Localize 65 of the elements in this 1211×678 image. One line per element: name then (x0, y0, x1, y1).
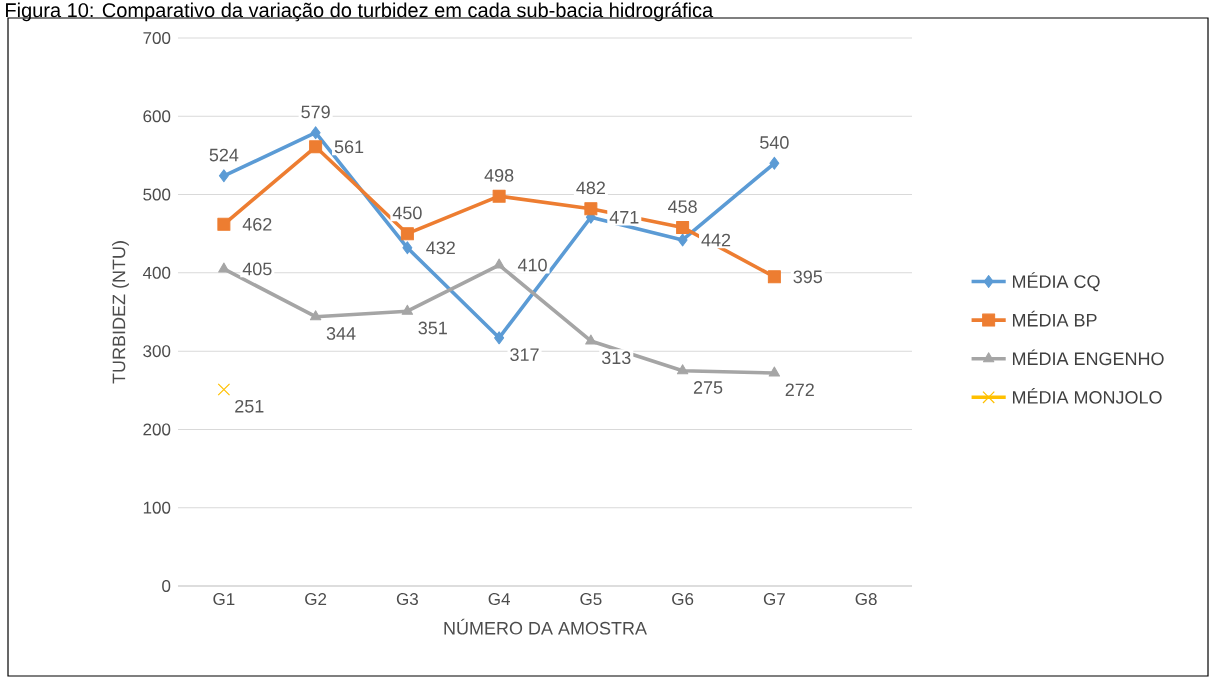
point (493, 258, 505, 269)
legend-label: MÉDIA ENGENHO (1012, 349, 1164, 366)
y-tick-label: 500 (143, 188, 171, 201)
point (217, 217, 231, 231)
y-tick-label: 100 (143, 501, 171, 514)
y-tick-label: 600 (143, 110, 171, 123)
point (309, 140, 323, 154)
y-axis-title: TURBIDEZ (NTU) (112, 241, 129, 384)
point (585, 334, 597, 345)
x-tick-label: G5 (580, 593, 602, 606)
data-label: 458 (668, 200, 697, 214)
point (402, 241, 413, 255)
point (492, 189, 506, 203)
data-label: 272 (785, 383, 814, 397)
point (676, 220, 690, 234)
data-label: 442 (701, 233, 731, 247)
data-label: 313 (601, 351, 631, 365)
x-tick-label: G8 (855, 593, 877, 606)
data-label: 482 (576, 181, 605, 195)
point (217, 383, 231, 396)
point (767, 270, 781, 284)
data-label: 524 (209, 148, 239, 162)
chart-title: Figura 10: Comparativo da variação do turbidez em cada sub-bacia hidrográfica (6, 2, 714, 22)
point (401, 304, 414, 315)
x-tick-label: G4 (488, 593, 510, 606)
data-label: 395 (793, 270, 823, 284)
point (310, 126, 321, 140)
data-label: 351 (418, 321, 447, 335)
y-tick-label: 300 (143, 345, 171, 358)
data-label: 410 (517, 258, 547, 272)
point (400, 227, 414, 241)
data-label: 579 (301, 105, 330, 119)
point (769, 156, 780, 170)
data-label: 317 (510, 348, 539, 361)
data-label: 498 (484, 168, 514, 182)
point (584, 202, 598, 216)
point (494, 331, 505, 345)
y-tick-label: 700 (143, 31, 171, 45)
x-tick-label: G2 (305, 593, 327, 606)
y-tick-label: 400 (142, 266, 171, 279)
data-label: 540 (760, 136, 789, 149)
x-tick-label: G7 (763, 593, 785, 606)
point (309, 310, 322, 321)
data-label: 251 (235, 399, 264, 413)
y-tick-label: 200 (143, 423, 171, 436)
data-label: 432 (426, 241, 455, 255)
data-label: 462 (242, 217, 272, 231)
data-label: 275 (693, 381, 723, 394)
data-label: 471 (609, 211, 639, 224)
x-tick-label: G6 (672, 593, 694, 606)
point (768, 366, 781, 377)
data-label: 344 (326, 327, 356, 340)
point (218, 169, 229, 183)
legend-label: MÉDIA BP (1012, 310, 1097, 327)
data-label: 405 (242, 262, 272, 276)
y-tick-label: 0 (162, 579, 171, 592)
legend-label: MÉDIA MONJOLO (1012, 387, 1162, 404)
x-axis-title: NÚMERO DA AMOSTRA (444, 618, 647, 635)
x-tick-label: G1 (213, 593, 235, 606)
point (677, 233, 688, 247)
legend-label: MÉDIA CQ (1012, 272, 1100, 292)
x-tick-label: G3 (396, 593, 418, 606)
data-label: 450 (392, 206, 422, 220)
data-label: 561 (334, 140, 364, 154)
point (676, 364, 689, 375)
